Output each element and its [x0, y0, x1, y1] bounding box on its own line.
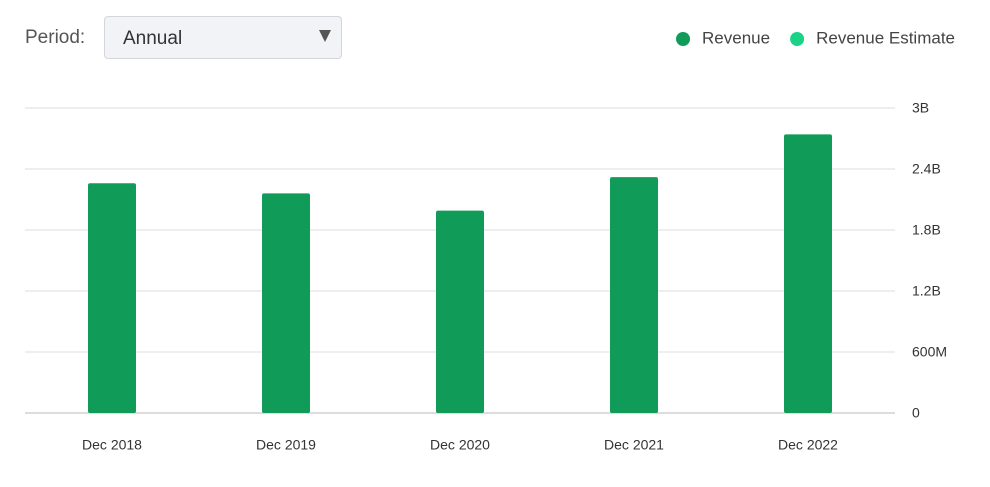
bar — [436, 210, 484, 413]
legend-label: Revenue — [702, 28, 770, 47]
y-tick-label: 1.8B — [912, 222, 941, 238]
x-tick-label: Dec 2021 — [604, 437, 664, 453]
dropdown-arrow — [319, 30, 331, 42]
y-tick-label: 600M — [912, 344, 947, 360]
legend-swatch — [676, 32, 691, 46]
x-tick-label: Dec 2019 — [256, 437, 316, 453]
y-tick-label: 1.2B — [912, 283, 941, 299]
period-select[interactable]: Annual — [104, 16, 342, 59]
legend-swatch — [790, 32, 805, 46]
period-value[interactable]: Annual — [123, 28, 183, 49]
y-tick-label: 3B — [912, 100, 929, 116]
x-tick-label: Dec 2020 — [430, 437, 490, 453]
bar — [610, 177, 658, 413]
x-tick-label: Dec 2018 — [82, 437, 142, 453]
period-label: Period: — [25, 27, 86, 48]
legend-label: Revenue Estimate — [816, 28, 955, 47]
bar — [88, 183, 136, 413]
x-tick-label: Dec 2022 — [778, 437, 838, 453]
bar — [262, 193, 310, 413]
y-tick-label: 2.4B — [912, 161, 941, 177]
bar — [784, 134, 832, 413]
y-tick-label: 0 — [912, 405, 920, 421]
